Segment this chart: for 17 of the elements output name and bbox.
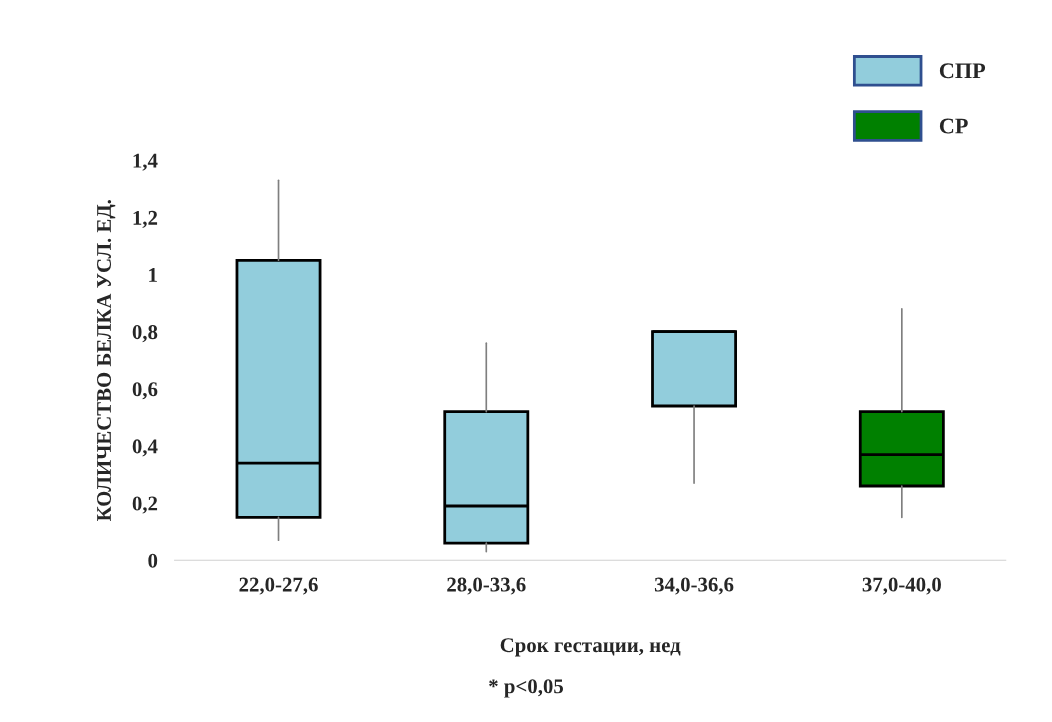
y-tick-label: 1,4 — [133, 153, 158, 171]
y-tick-label: 0,2 — [132, 496, 158, 514]
legend-label: СР — [939, 118, 968, 134]
y-axis-title: КОЛИЧЕСТВО БЕЛКА УСЛ. ЕД. — [97, 200, 116, 522]
y-tick-label: 0,8 — [132, 325, 158, 343]
x-axis-title: Срок гестации, нед — [500, 638, 681, 657]
legend-label: СПР — [939, 63, 986, 79]
y-tick-label: 0,4 — [132, 439, 158, 457]
y-tick-label: 1 — [149, 268, 157, 282]
x-tick-label: 22,0-27,6 — [239, 577, 318, 595]
x-tick-label: 34,0-36,6 — [654, 577, 734, 595]
text: * p<0,05 — [489, 679, 564, 698]
y-tick-label: 1,2 — [133, 210, 158, 228]
y-tick-label: 0,6 — [132, 382, 158, 400]
x-tick-label: 28,0-33,6 — [447, 577, 526, 595]
x-tick-label: 37,0-40,0 — [862, 577, 941, 595]
y-tick-label: 0 — [148, 553, 158, 568]
